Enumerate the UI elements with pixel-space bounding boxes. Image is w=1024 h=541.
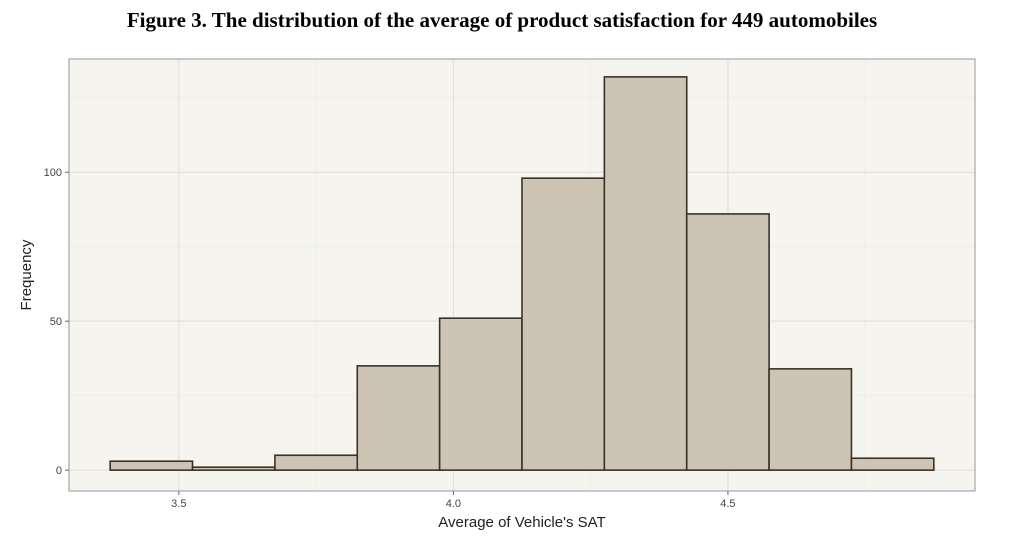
- x-tick-label: 3.5: [171, 498, 186, 510]
- histogram-bar: [191, 466, 276, 471]
- y-axis-title: Frequency: [18, 239, 35, 310]
- y-tick-label: 100: [44, 167, 62, 179]
- histogram-bar: [109, 460, 194, 471]
- x-tick-label: 4.0: [446, 498, 461, 510]
- histogram-bar: [521, 177, 606, 471]
- y-tick-label: 0: [56, 465, 62, 477]
- histogram-bar: [356, 365, 441, 471]
- x-axis-title: Average of Vehicle's SAT: [438, 514, 605, 531]
- histogram-bar: [768, 368, 853, 471]
- axis-ticks: [65, 171, 729, 495]
- plot-panel-border: [68, 58, 976, 492]
- histogram-bars: [109, 76, 935, 471]
- y-tick-label: 50: [50, 316, 62, 328]
- chart-title: Figure 3. The distribution of the averag…: [126, 8, 878, 32]
- histogram-bar: [603, 76, 688, 471]
- histogram-bar: [274, 454, 359, 471]
- axis-tick-labels: 3.5 4.0 4.5 0 50 100: [44, 167, 736, 510]
- histogram-bar: [685, 213, 770, 471]
- histogram-bar: [438, 317, 523, 471]
- x-tick-label: 4.5: [720, 498, 735, 510]
- histogram-bar: [850, 457, 935, 471]
